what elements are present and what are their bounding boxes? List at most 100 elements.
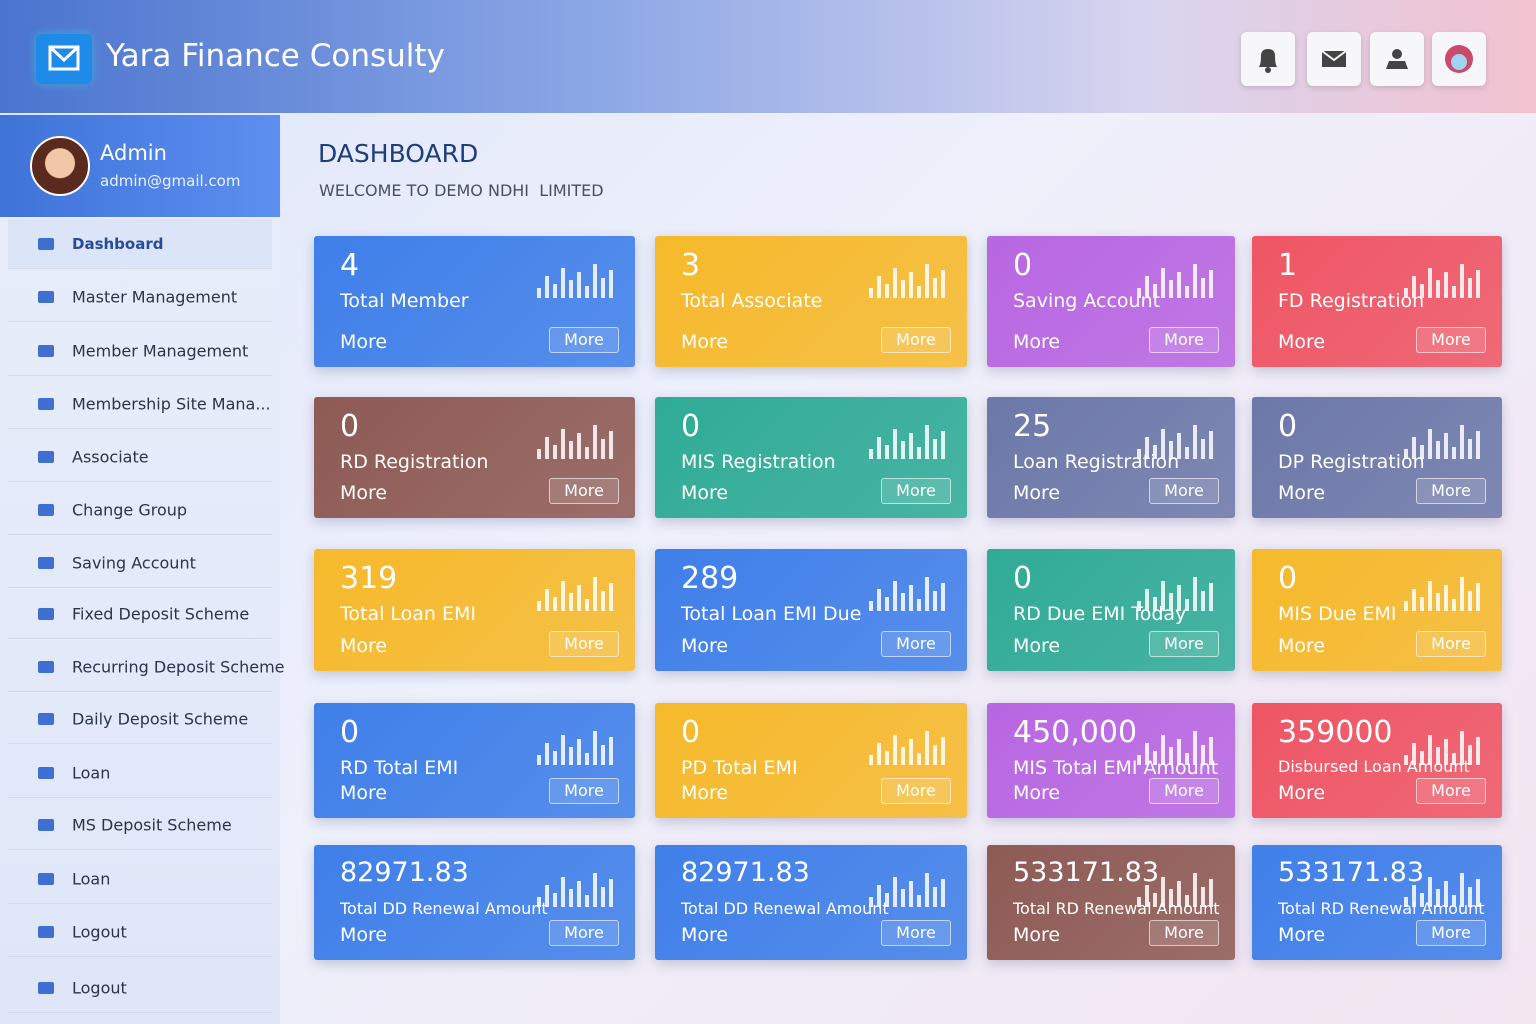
nav-icon bbox=[38, 925, 54, 938]
avatar-button[interactable] bbox=[1432, 32, 1486, 86]
more-button[interactable]: More bbox=[1416, 631, 1486, 657]
more-button[interactable]: More bbox=[549, 478, 619, 504]
card-link[interactable]: More bbox=[1013, 482, 1061, 504]
more-button[interactable]: More bbox=[1149, 778, 1219, 804]
nav-icon bbox=[38, 660, 54, 673]
messages-button[interactable] bbox=[1307, 32, 1361, 86]
nav-item[interactable]: Membership Site Mana... bbox=[8, 379, 272, 429]
nav-label: Loan bbox=[72, 763, 111, 782]
sidebar: Admin admin@gmail.com Dashboard Master Ma… bbox=[0, 115, 285, 1024]
card-decoration bbox=[537, 577, 613, 611]
stat-card: 1 FD Registration More More bbox=[1252, 236, 1502, 367]
stat-card: 319 Total Loan EMI More More bbox=[314, 549, 635, 671]
more-button[interactable]: More bbox=[549, 778, 619, 804]
card-decoration bbox=[1137, 425, 1213, 459]
more-button[interactable]: More bbox=[881, 920, 951, 946]
stat-card: 82971.83 Total DD Renewal Amount More More bbox=[655, 845, 967, 960]
card-label: Total RD Renewal Amount bbox=[1013, 899, 1220, 918]
nav-item[interactable]: Fixed Deposit Scheme bbox=[8, 589, 272, 639]
card-link[interactable]: More bbox=[340, 482, 388, 504]
user-email: admin@gmail.com bbox=[100, 172, 241, 190]
card-link[interactable]: More bbox=[1013, 924, 1061, 946]
card-link[interactable]: More bbox=[340, 782, 388, 804]
nav-label: Recurring Deposit Scheme bbox=[72, 657, 285, 676]
more-button[interactable]: More bbox=[549, 920, 619, 946]
nav-item[interactable]: Loan bbox=[8, 854, 272, 904]
card-link[interactable]: More bbox=[1278, 924, 1326, 946]
user-profile: Admin admin@gmail.com bbox=[0, 115, 280, 217]
stat-card: 359000 Disbursed Loan Amount More More bbox=[1252, 703, 1502, 818]
nav-item[interactable]: MS Deposit Scheme bbox=[8, 800, 272, 850]
card-link[interactable]: More bbox=[1278, 482, 1326, 504]
card-link[interactable]: More bbox=[681, 924, 729, 946]
notifications-button[interactable] bbox=[1241, 32, 1295, 86]
nav-label: Loan bbox=[72, 869, 111, 888]
stat-card: 533171.83 Total RD Renewal Amount More More bbox=[1252, 845, 1502, 960]
card-value: 0 bbox=[340, 715, 360, 750]
nav-item[interactable]: Member Management bbox=[8, 326, 272, 376]
more-button[interactable]: More bbox=[1416, 327, 1486, 353]
profile-button[interactable] bbox=[1370, 32, 1424, 86]
card-value: 82971.83 bbox=[340, 857, 469, 888]
card-link[interactable]: More bbox=[1013, 635, 1061, 657]
more-button[interactable]: More bbox=[1149, 920, 1219, 946]
card-value: 0 bbox=[1278, 561, 1298, 596]
nav-item[interactable]: Logout bbox=[8, 963, 272, 1013]
card-link[interactable]: More bbox=[681, 482, 729, 504]
more-button[interactable]: More bbox=[549, 327, 619, 353]
more-button[interactable]: More bbox=[881, 478, 951, 504]
more-button[interactable]: More bbox=[1149, 478, 1219, 504]
stat-card: 0 Saving Account More More bbox=[987, 236, 1235, 367]
card-link[interactable]: More bbox=[681, 331, 729, 353]
top-bar: Yara Finance Consulty bbox=[0, 0, 1536, 113]
card-link[interactable]: More bbox=[1013, 331, 1061, 353]
more-button[interactable]: More bbox=[1149, 327, 1219, 353]
more-button[interactable]: More bbox=[1416, 778, 1486, 804]
card-value: 319 bbox=[340, 561, 398, 596]
card-value: 0 bbox=[1013, 248, 1033, 283]
more-button[interactable]: More bbox=[881, 631, 951, 657]
card-link[interactable]: More bbox=[1278, 331, 1326, 353]
stat-card: 82971.83 Total DD Renewal Amount More More bbox=[314, 845, 635, 960]
user-avatar bbox=[30, 136, 90, 196]
nav-item[interactable]: Dashboard bbox=[8, 219, 272, 269]
nav-item[interactable]: Saving Account bbox=[8, 538, 272, 588]
card-link[interactable]: More bbox=[681, 782, 729, 804]
more-button[interactable]: More bbox=[1416, 920, 1486, 946]
card-link[interactable]: More bbox=[340, 331, 388, 353]
stat-card: 533171.83 Total RD Renewal Amount More More bbox=[987, 845, 1235, 960]
card-decoration bbox=[869, 731, 945, 765]
more-button[interactable]: More bbox=[1149, 631, 1219, 657]
card-value: 450,000 bbox=[1013, 715, 1138, 750]
stat-card: 4 Total Member More More bbox=[314, 236, 635, 367]
nav-icon bbox=[38, 344, 54, 357]
nav-item[interactable]: Master Management bbox=[8, 272, 272, 322]
card-value: 359000 bbox=[1278, 715, 1393, 750]
nav-item[interactable]: Associate bbox=[8, 432, 272, 482]
card-label: Total RD Renewal Amount bbox=[1278, 899, 1485, 918]
nav-item[interactable]: Loan bbox=[8, 748, 272, 798]
nav-item[interactable]: Daily Deposit Scheme bbox=[8, 694, 272, 744]
card-link[interactable]: More bbox=[1278, 782, 1326, 804]
more-button[interactable]: More bbox=[881, 778, 951, 804]
more-button[interactable]: More bbox=[881, 327, 951, 353]
card-decoration bbox=[869, 264, 945, 298]
more-button[interactable]: More bbox=[1416, 478, 1486, 504]
card-link[interactable]: More bbox=[681, 635, 729, 657]
nav-item[interactable]: Recurring Deposit Scheme bbox=[8, 642, 285, 692]
card-decoration bbox=[537, 425, 613, 459]
card-link[interactable]: More bbox=[340, 924, 388, 946]
nav-label: Associate bbox=[72, 447, 149, 466]
card-link[interactable]: More bbox=[1278, 635, 1326, 657]
card-label: MIS Total EMI Amount bbox=[1013, 757, 1219, 779]
page-subtitle: WELCOME TO DEMO NDHI LIMITED bbox=[319, 181, 604, 200]
card-link[interactable]: More bbox=[1013, 782, 1061, 804]
nav-item[interactable]: Logout bbox=[8, 907, 272, 957]
nav-item[interactable]: Change Group bbox=[8, 485, 272, 535]
card-decoration bbox=[537, 731, 613, 765]
card-value: 0 bbox=[1278, 409, 1298, 444]
card-link[interactable]: More bbox=[340, 635, 388, 657]
card-value: 0 bbox=[340, 409, 360, 444]
card-decoration bbox=[1404, 264, 1480, 298]
more-button[interactable]: More bbox=[549, 631, 619, 657]
